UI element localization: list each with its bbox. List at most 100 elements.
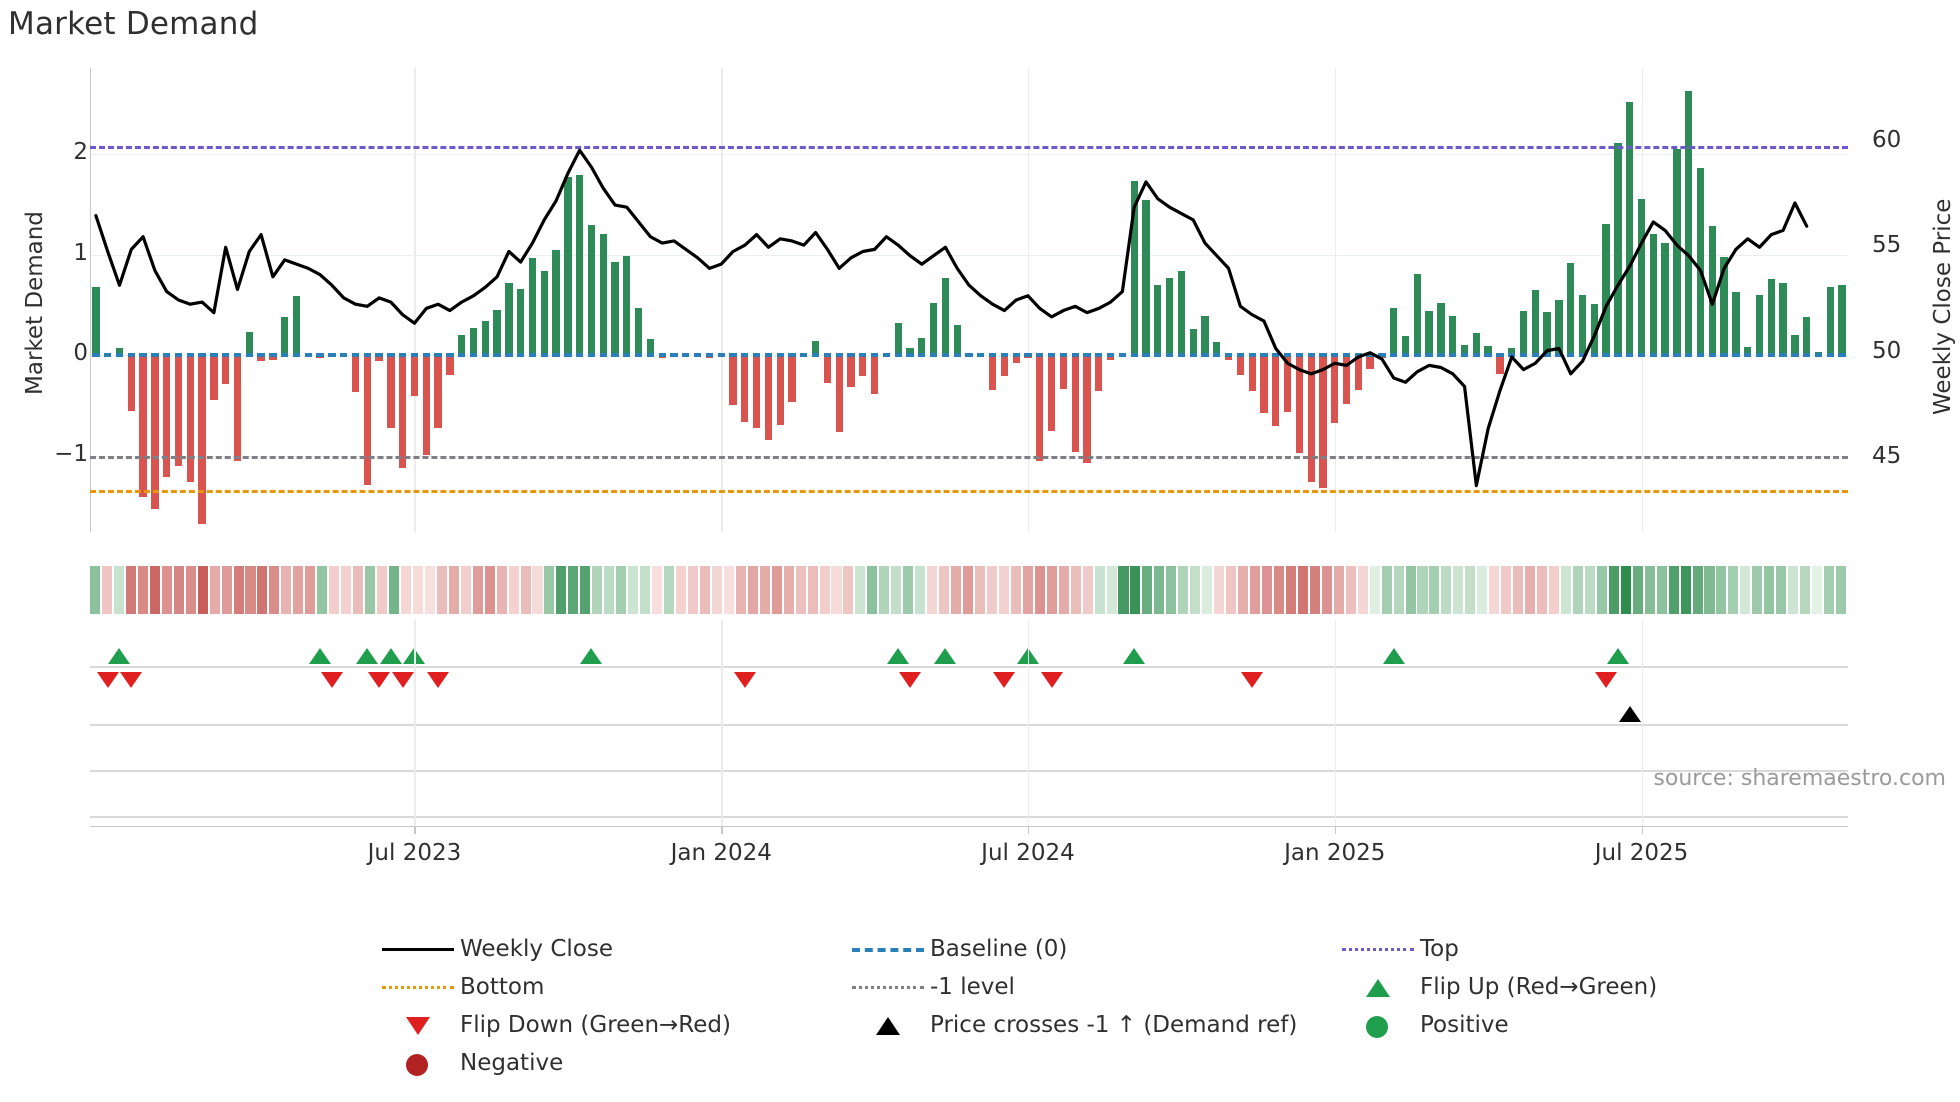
x-tick-mark [1641,826,1643,834]
heatmap-cell [329,566,340,614]
baseline-segment [505,353,513,358]
heatmap-cell [687,566,698,614]
legend-item[interactable]: Weekly Close [380,930,613,968]
heatmap-cell [1812,566,1823,614]
baseline-segment [1095,353,1103,358]
heatmap-cell [915,566,926,614]
heatmap-cell [699,566,710,614]
demand-bar [481,321,489,356]
demand-heatmap-strip [90,566,1848,614]
legend-item[interactable]: Flip Up (Red→Green) [1340,968,1657,1006]
demand-bar [1366,355,1374,369]
baseline-segment [906,353,914,358]
heatmap-cell [1477,566,1488,614]
heatmap-cell [1836,566,1847,614]
baseline-segment [776,353,784,358]
flip-up-marker [934,648,957,664]
baseline-segment [1319,353,1327,358]
heatmap-cell [831,566,842,614]
legend-item[interactable]: Top [1340,930,1459,968]
legend-row: Weekly Close Baseline (0) Top [380,930,1740,968]
heatmap-cell [891,566,902,614]
demand-bar [599,234,607,356]
baseline-segment [1460,353,1469,358]
demand-bar [351,355,360,392]
baseline-segment [186,353,194,358]
vertical-gridline-3 [1334,68,1337,532]
baseline-segment [493,353,501,358]
baseline-segment [1567,353,1575,358]
demand-bar [1047,355,1056,432]
flip-down-marker [1040,672,1063,688]
demand-bar [1401,336,1410,356]
heatmap-cell [1572,566,1583,614]
baseline-segment [1189,353,1197,358]
baseline-segment [1661,353,1669,358]
baseline-segment [988,353,997,358]
legend-item[interactable]: Bottom [380,968,544,1006]
baseline-segment [281,353,289,358]
demand-bar [1826,286,1834,356]
heatmap-cell [269,566,280,614]
demand-bar [1036,355,1044,462]
legend-item[interactable]: Negative [380,1044,563,1082]
baseline-segment [458,353,466,358]
heatmap-cell [436,566,447,614]
baseline-segment [1331,353,1339,358]
legend-item[interactable]: Flip Down (Green→Red) [380,1006,731,1044]
demand-bar [859,355,867,376]
flip-down-marker [120,672,143,688]
x-tick-label: Jul 2025 [1594,840,1689,866]
legend-key-solid-line-icon [380,930,456,968]
demand-bar [823,355,832,383]
baseline-segment [316,353,324,358]
demand-bar [1578,294,1587,356]
legend-label: Baseline (0) [930,936,1068,962]
baseline-segment [198,353,206,358]
heatmap-cell [281,566,292,614]
demand-bar [988,355,997,390]
heatmap-cell [1429,566,1440,614]
legend-item[interactable]: Positive [1340,1006,1509,1044]
heatmap-cell [1273,566,1284,614]
baseline-segment [870,353,879,358]
demand-bar [1708,226,1716,356]
demand-bar [163,355,171,477]
demand-bar [1508,348,1516,356]
baseline-segment [658,353,666,358]
source-attribution: source: sharemaestro.com [1653,766,1946,791]
demand-bar [1755,294,1764,356]
heatmap-cell [819,566,830,614]
flip-down-marker [1595,672,1618,688]
baseline-segment [210,353,218,358]
heatmap-cell [1596,566,1607,614]
baseline-segment [222,353,230,358]
legend-item[interactable]: Baseline (0) [850,930,1067,968]
demand-bar [1307,355,1315,482]
demand-bar [741,355,749,423]
legend-item[interactable]: -1 level [850,968,1015,1006]
baseline-segment [1012,353,1020,358]
baseline-segment [1484,353,1492,358]
baseline-segment [1000,353,1009,358]
left-tick-label: 2 [73,138,88,165]
legend-item[interactable]: Price crosses -1 ↑ (Demand ref) [850,1006,1297,1044]
right-axis-label: Weekly Close Price [1930,198,1956,415]
heatmap-cell [747,566,758,614]
baseline-segment [1224,353,1233,358]
baseline-segment [1142,353,1150,358]
heatmap-cell [1226,566,1237,614]
legend-swatch [876,1017,900,1035]
baseline-segment [1696,353,1705,358]
right-tick-label: 55 [1872,232,1902,259]
heatmap-cell [1584,566,1595,614]
heatmap-cell [1501,566,1512,614]
flip-up-marker [580,648,603,664]
baseline-segment [1401,353,1410,358]
demand-bar [540,270,548,356]
baseline-segment [1744,353,1752,358]
demand-bar [174,355,183,467]
baseline-segment [1130,353,1138,358]
legend-key-triangle-up-icon [850,1006,926,1044]
legend-swatch [382,986,454,989]
